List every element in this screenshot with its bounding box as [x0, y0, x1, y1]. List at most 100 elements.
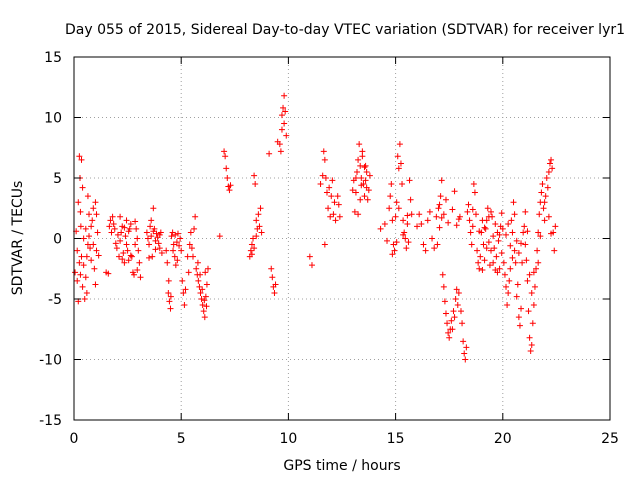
- data-point: [223, 165, 230, 172]
- data-point: [143, 229, 150, 236]
- data-point: [278, 112, 285, 119]
- data-point: [134, 235, 141, 242]
- data-point: [448, 317, 455, 324]
- data-point: [278, 126, 285, 133]
- data-point: [366, 172, 373, 179]
- data-point: [393, 199, 400, 206]
- data-point: [172, 262, 179, 269]
- data-point: [451, 314, 458, 321]
- data-point: [306, 253, 313, 260]
- data-point: [80, 235, 87, 242]
- data-point: [272, 281, 279, 288]
- data-point: [308, 262, 315, 269]
- data-point: [93, 211, 100, 218]
- data-point: [399, 181, 406, 188]
- data-point: [406, 177, 413, 184]
- data-point: [507, 265, 514, 272]
- data-point: [464, 208, 471, 215]
- data-point: [78, 156, 85, 163]
- data-point: [192, 213, 199, 220]
- data-point: [123, 217, 130, 224]
- data-point: [466, 217, 473, 224]
- data-point: [120, 250, 127, 257]
- data-point: [105, 270, 112, 277]
- data-point: [109, 213, 116, 220]
- data-point: [195, 277, 202, 284]
- data-point: [191, 225, 198, 232]
- data-point: [400, 231, 407, 238]
- x-tick-label: 15: [387, 431, 405, 447]
- data-point: [150, 205, 157, 212]
- data-point: [521, 223, 528, 230]
- y-tick-label: -15: [39, 413, 62, 429]
- data-point: [440, 283, 447, 290]
- data-point: [121, 224, 128, 231]
- data-point: [185, 269, 192, 276]
- data-point: [83, 289, 90, 296]
- data-point: [462, 356, 469, 363]
- data-point: [167, 305, 174, 312]
- data-point: [202, 269, 209, 276]
- data-point: [83, 253, 90, 260]
- data-point: [541, 217, 548, 224]
- data-point: [180, 289, 187, 296]
- data-point: [403, 245, 410, 252]
- data-point: [527, 348, 534, 355]
- data-point: [203, 281, 210, 288]
- data-point: [199, 286, 206, 293]
- data-point: [253, 217, 260, 224]
- data-point: [492, 220, 499, 227]
- data-point: [197, 271, 204, 278]
- data-point: [420, 241, 427, 248]
- data-point: [359, 148, 366, 155]
- x-tick-label: 20: [494, 431, 512, 447]
- data-point: [433, 213, 440, 220]
- data-point: [381, 220, 388, 227]
- data-point: [178, 247, 185, 254]
- data-point: [396, 141, 403, 148]
- data-point: [486, 262, 493, 269]
- data-point: [355, 156, 362, 163]
- data-point: [402, 235, 409, 242]
- data-point: [525, 308, 532, 315]
- data-point: [268, 265, 275, 272]
- data-point: [539, 181, 546, 188]
- data-point: [86, 211, 93, 218]
- data-point: [436, 201, 443, 208]
- data-point: [434, 241, 441, 248]
- data-point: [317, 181, 324, 188]
- data-point: [330, 211, 337, 218]
- data-point: [112, 240, 119, 247]
- data-point: [439, 271, 446, 278]
- data-point: [377, 225, 384, 232]
- data-point: [455, 216, 462, 223]
- data-point: [508, 217, 515, 224]
- data-point: [165, 277, 172, 284]
- data-point: [352, 189, 359, 196]
- data-point: [363, 168, 370, 175]
- data-point: [355, 211, 362, 218]
- data-point: [283, 132, 290, 139]
- data-point: [437, 193, 444, 200]
- data-point: [79, 184, 86, 191]
- data-point: [446, 334, 453, 341]
- data-point: [404, 220, 411, 227]
- data-point: [444, 320, 451, 327]
- data-point: [505, 220, 512, 227]
- data-point: [522, 241, 529, 248]
- data-point: [435, 205, 442, 212]
- data-point: [152, 246, 159, 253]
- data-point: [452, 296, 459, 302]
- data-point: [548, 156, 555, 163]
- data-point: [544, 184, 551, 191]
- data-point: [199, 302, 206, 309]
- data-point: [535, 259, 542, 266]
- data-point: [332, 217, 339, 224]
- data-point: [358, 182, 365, 189]
- data-points: [72, 92, 559, 363]
- data-point: [504, 302, 511, 309]
- data-point: [227, 182, 234, 189]
- data-point: [167, 293, 174, 300]
- data-point: [132, 241, 139, 248]
- data-point: [92, 281, 99, 288]
